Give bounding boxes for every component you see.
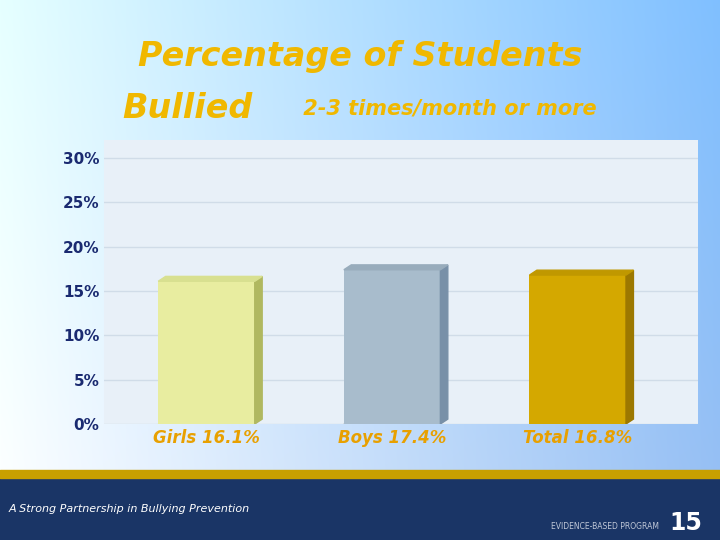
Polygon shape <box>529 270 634 275</box>
Bar <box>344 270 441 424</box>
Text: 2-3 times/month or more: 2-3 times/month or more <box>296 98 597 118</box>
Polygon shape <box>344 265 448 270</box>
Polygon shape <box>626 270 634 424</box>
Text: Percentage of Students: Percentage of Students <box>138 40 582 73</box>
Polygon shape <box>158 419 262 424</box>
Polygon shape <box>344 419 448 424</box>
Text: EVIDENCE-BASED PROGRAM: EVIDENCE-BASED PROGRAM <box>551 522 659 531</box>
Text: 15: 15 <box>669 511 702 535</box>
Text: A Strong Partnership in Bullying Prevention: A Strong Partnership in Bullying Prevent… <box>9 504 250 514</box>
Bar <box>158 281 255 424</box>
Polygon shape <box>441 265 448 424</box>
Text: Bullied: Bullied <box>122 91 252 125</box>
Polygon shape <box>529 419 634 424</box>
Polygon shape <box>158 276 262 281</box>
Polygon shape <box>255 276 262 424</box>
Bar <box>529 275 626 424</box>
